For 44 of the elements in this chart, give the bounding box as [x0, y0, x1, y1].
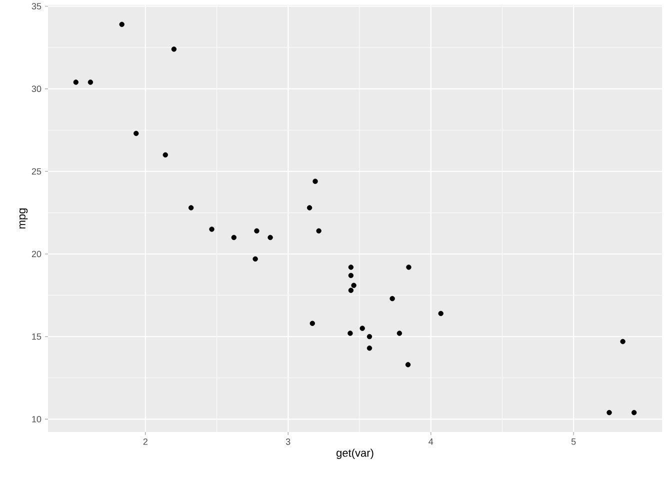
y-tick-label: 10 [32, 416, 42, 422]
y-tick-label: 25 [32, 168, 42, 175]
y-tick-label: 30 [32, 86, 42, 92]
x-tick-label: 3 [286, 438, 290, 445]
point [171, 46, 177, 52]
x-tick-label: 2 [143, 438, 148, 445]
point [390, 296, 395, 302]
point [254, 228, 260, 234]
point [209, 226, 214, 232]
y-tick-label: 35 [32, 3, 42, 10]
point [438, 310, 444, 316]
point [396, 330, 402, 336]
point [188, 205, 194, 210]
point [162, 152, 168, 158]
point [366, 334, 372, 340]
point [88, 80, 94, 85]
point [606, 410, 612, 416]
point [231, 234, 237, 240]
point [119, 22, 124, 27]
point [348, 264, 354, 270]
point [310, 320, 315, 326]
y-tick-label: 20 [32, 250, 42, 258]
point [316, 228, 322, 234]
point [620, 338, 626, 344]
point [366, 346, 372, 351]
point [348, 330, 353, 336]
point [312, 178, 318, 184]
point [252, 256, 258, 262]
point [348, 272, 354, 278]
point [73, 80, 79, 85]
y-tick-label: 15 [32, 333, 42, 340]
x-axis-title: get(var) [336, 448, 374, 459]
point [360, 326, 365, 331]
y-axis-title: mpg [19, 208, 28, 228]
point [306, 205, 312, 210]
point [134, 130, 139, 136]
point [405, 362, 411, 368]
x-tick-label: 5 [571, 438, 576, 445]
point [631, 410, 637, 416]
point [351, 282, 356, 288]
point [268, 234, 273, 240]
point [406, 264, 412, 270]
x-tick-label: 4 [428, 438, 434, 445]
point [348, 288, 354, 293]
